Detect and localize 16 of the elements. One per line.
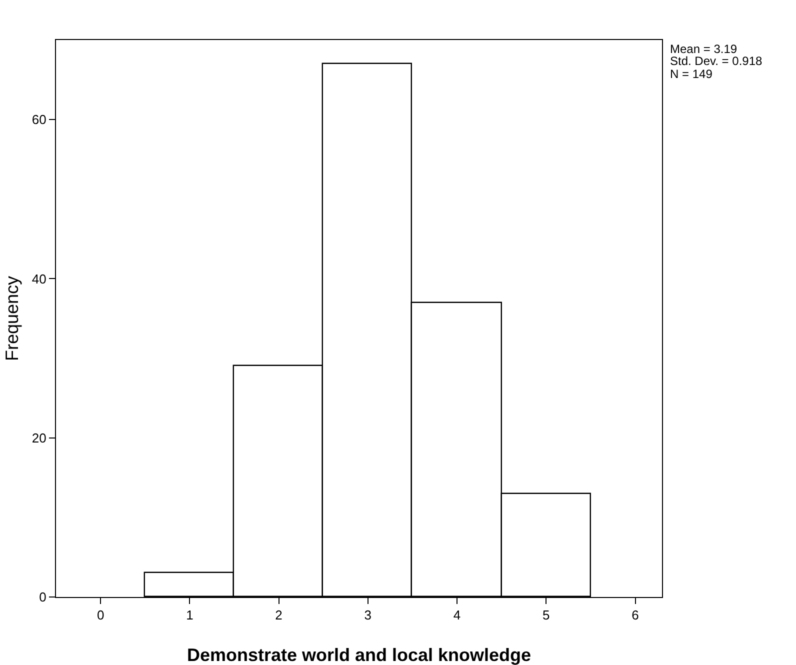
y-tick-label: 20	[32, 430, 46, 446]
y-tick-label: 40	[32, 271, 46, 286]
x-axis-title: Demonstrate world and local knowledge	[186, 645, 532, 665]
x-tick-label: 4	[453, 608, 461, 623]
text: N = 149	[670, 67, 713, 81]
text: Mean = 3.19	[670, 42, 738, 56]
text: Std. Dev. = 0.918	[670, 54, 762, 68]
x-tick-label: 0	[96, 608, 104, 623]
x-tick-label: 1	[186, 608, 194, 623]
x-tick-label: 6	[632, 608, 639, 623]
x-tick-label: 5	[542, 608, 550, 623]
y-axis-title: Frequency	[2, 276, 22, 362]
y-tick-label: 60	[32, 112, 46, 128]
x-tick-label: 2	[275, 608, 282, 623]
y-tick-label: 0	[39, 590, 46, 605]
x-tick-label: 3	[364, 608, 372, 623]
